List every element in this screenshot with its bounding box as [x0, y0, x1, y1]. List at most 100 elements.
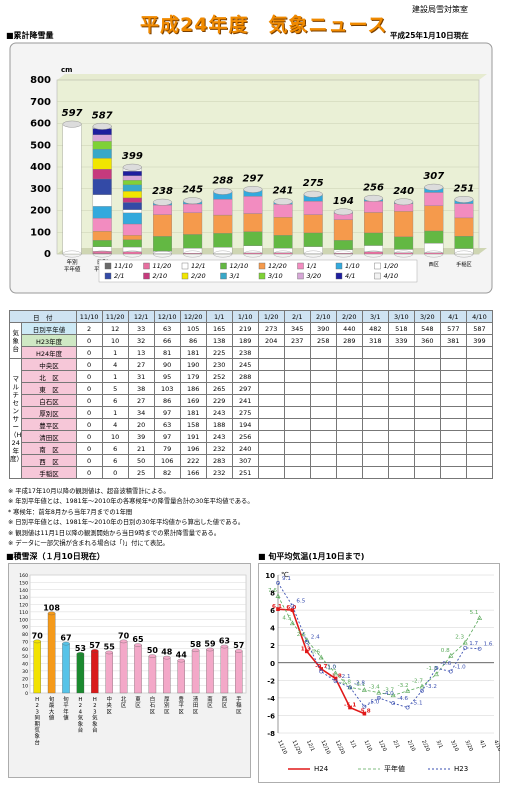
x-tick-char: 区 — [193, 708, 199, 715]
data-point — [361, 687, 367, 692]
legend-label: H24 — [314, 765, 329, 773]
data-point — [463, 645, 468, 650]
y-tick-label: 6 — [270, 607, 275, 615]
bar-segment — [122, 175, 142, 181]
table-cell — [361, 430, 389, 443]
table-cell — [335, 442, 363, 455]
legend-swatch — [181, 262, 189, 270]
legend-swatch — [143, 272, 150, 280]
data-label: -4.6 — [397, 696, 408, 702]
table-cell: 105 — [179, 322, 207, 335]
bar-segment — [122, 190, 142, 199]
table-cell — [439, 346, 467, 359]
table-cell — [361, 418, 389, 431]
legend-swatch — [104, 272, 112, 280]
table-cell: 232 — [205, 442, 233, 455]
data-point — [348, 705, 352, 710]
legend-swatch — [104, 262, 112, 270]
table-cell: 225 — [205, 346, 233, 359]
bar-base — [273, 250, 293, 258]
bar-segment — [92, 149, 112, 159]
table-cell: 6 — [101, 442, 129, 455]
bar-segment — [424, 230, 444, 244]
table-cell — [439, 370, 467, 383]
data-label: -0.6 — [440, 661, 451, 667]
data-label: -2.8 — [354, 680, 365, 686]
table-cell — [413, 430, 441, 443]
table-cell — [413, 454, 441, 467]
plot-floor — [57, 248, 487, 254]
table-row: 白石区 0 6 27 86 169 229 241 — [10, 394, 494, 407]
table-cell — [361, 382, 389, 395]
x-tick-char: 平 — [63, 702, 69, 709]
data-point — [448, 652, 454, 658]
x-tick-char: 台 — [34, 738, 39, 746]
table-cell: 0 — [75, 394, 103, 407]
depth-value-label: 108 — [43, 603, 60, 612]
x-tick-label-2: 平年値 — [64, 265, 81, 273]
table-cell — [257, 454, 285, 467]
notes-block: ※ 平成17年10月以降の観測値は、超音波積雪計による。 ※ 年別平年値とは、19… — [8, 487, 254, 549]
table-cell: 97 — [153, 406, 181, 419]
table-header-row: 日 付 11/10 11/20 12/1 12/10 12/20 1/1 1/10 1/20 2/… — [9, 310, 494, 323]
bar-segment — [333, 219, 353, 241]
bar-segment — [364, 212, 383, 234]
depth-bar — [191, 650, 200, 694]
bar-segment — [364, 251, 383, 255]
table-cell — [335, 406, 363, 419]
y-tick-label: 600 — [30, 119, 51, 130]
legend-swatch — [335, 272, 343, 280]
data-point — [477, 615, 483, 620]
table-cell: 25 — [127, 466, 155, 479]
legend-swatch — [258, 262, 266, 270]
data-label: 194 — [333, 196, 354, 207]
table-cell — [439, 358, 467, 371]
table-cell — [387, 370, 415, 383]
depth-value-label: 44 — [176, 651, 188, 660]
bar-cap — [424, 183, 444, 191]
table-row: 北 区 0 1 31 95 179 252 288 — [10, 370, 494, 383]
table-cell: 219 — [231, 322, 259, 335]
table-cell: 32 — [127, 334, 155, 347]
data-point — [304, 639, 309, 644]
x-tick-label: 清田区 — [193, 695, 199, 715]
table-row-label: 厚別区 — [21, 406, 77, 419]
table-cell: 165 — [205, 322, 233, 335]
data-label: 5.1 — [470, 610, 479, 616]
x-tick-char: 区 — [164, 708, 170, 715]
legend-label: 平年値 — [384, 764, 405, 773]
bar-cap — [183, 197, 203, 205]
data-label: -1.8 — [330, 674, 342, 680]
table-cell: 6 — [101, 454, 129, 467]
table-cell: 63 — [153, 418, 181, 431]
table-cell: 241 — [231, 394, 259, 407]
table-header-date-label: 日 付 — [9, 310, 77, 323]
depth-bar — [148, 655, 157, 694]
x-tick-label: 1/10 — [363, 739, 373, 752]
table-header-date: 1/1 — [205, 310, 233, 323]
y-tick-label: 400 — [30, 162, 51, 173]
bar-segment — [92, 178, 112, 195]
table-cell: 0 — [101, 466, 129, 479]
data-label: -3.2 — [398, 683, 409, 689]
table-cell — [361, 394, 389, 407]
legend-swatch — [335, 262, 343, 270]
data-label: 256 — [363, 182, 384, 193]
y-unit-label: cm — [61, 66, 72, 74]
table-cell: 2 — [75, 322, 103, 335]
data-label: 2.6 — [297, 632, 306, 638]
table-cell — [361, 442, 389, 455]
bar-segment — [454, 217, 474, 237]
table-cell — [309, 418, 337, 431]
bar-segment — [122, 235, 142, 240]
legend-label: 2/20 — [191, 272, 206, 280]
table-cell — [309, 358, 337, 371]
table-cell — [439, 466, 467, 479]
bar-cap — [62, 120, 82, 128]
table-cell: 482 — [361, 322, 389, 335]
data-point — [276, 580, 280, 585]
legend-swatch — [220, 272, 227, 280]
data-label: 7.6 — [268, 588, 277, 594]
depth-value-label: 65 — [132, 635, 144, 644]
data-point — [318, 654, 324, 660]
